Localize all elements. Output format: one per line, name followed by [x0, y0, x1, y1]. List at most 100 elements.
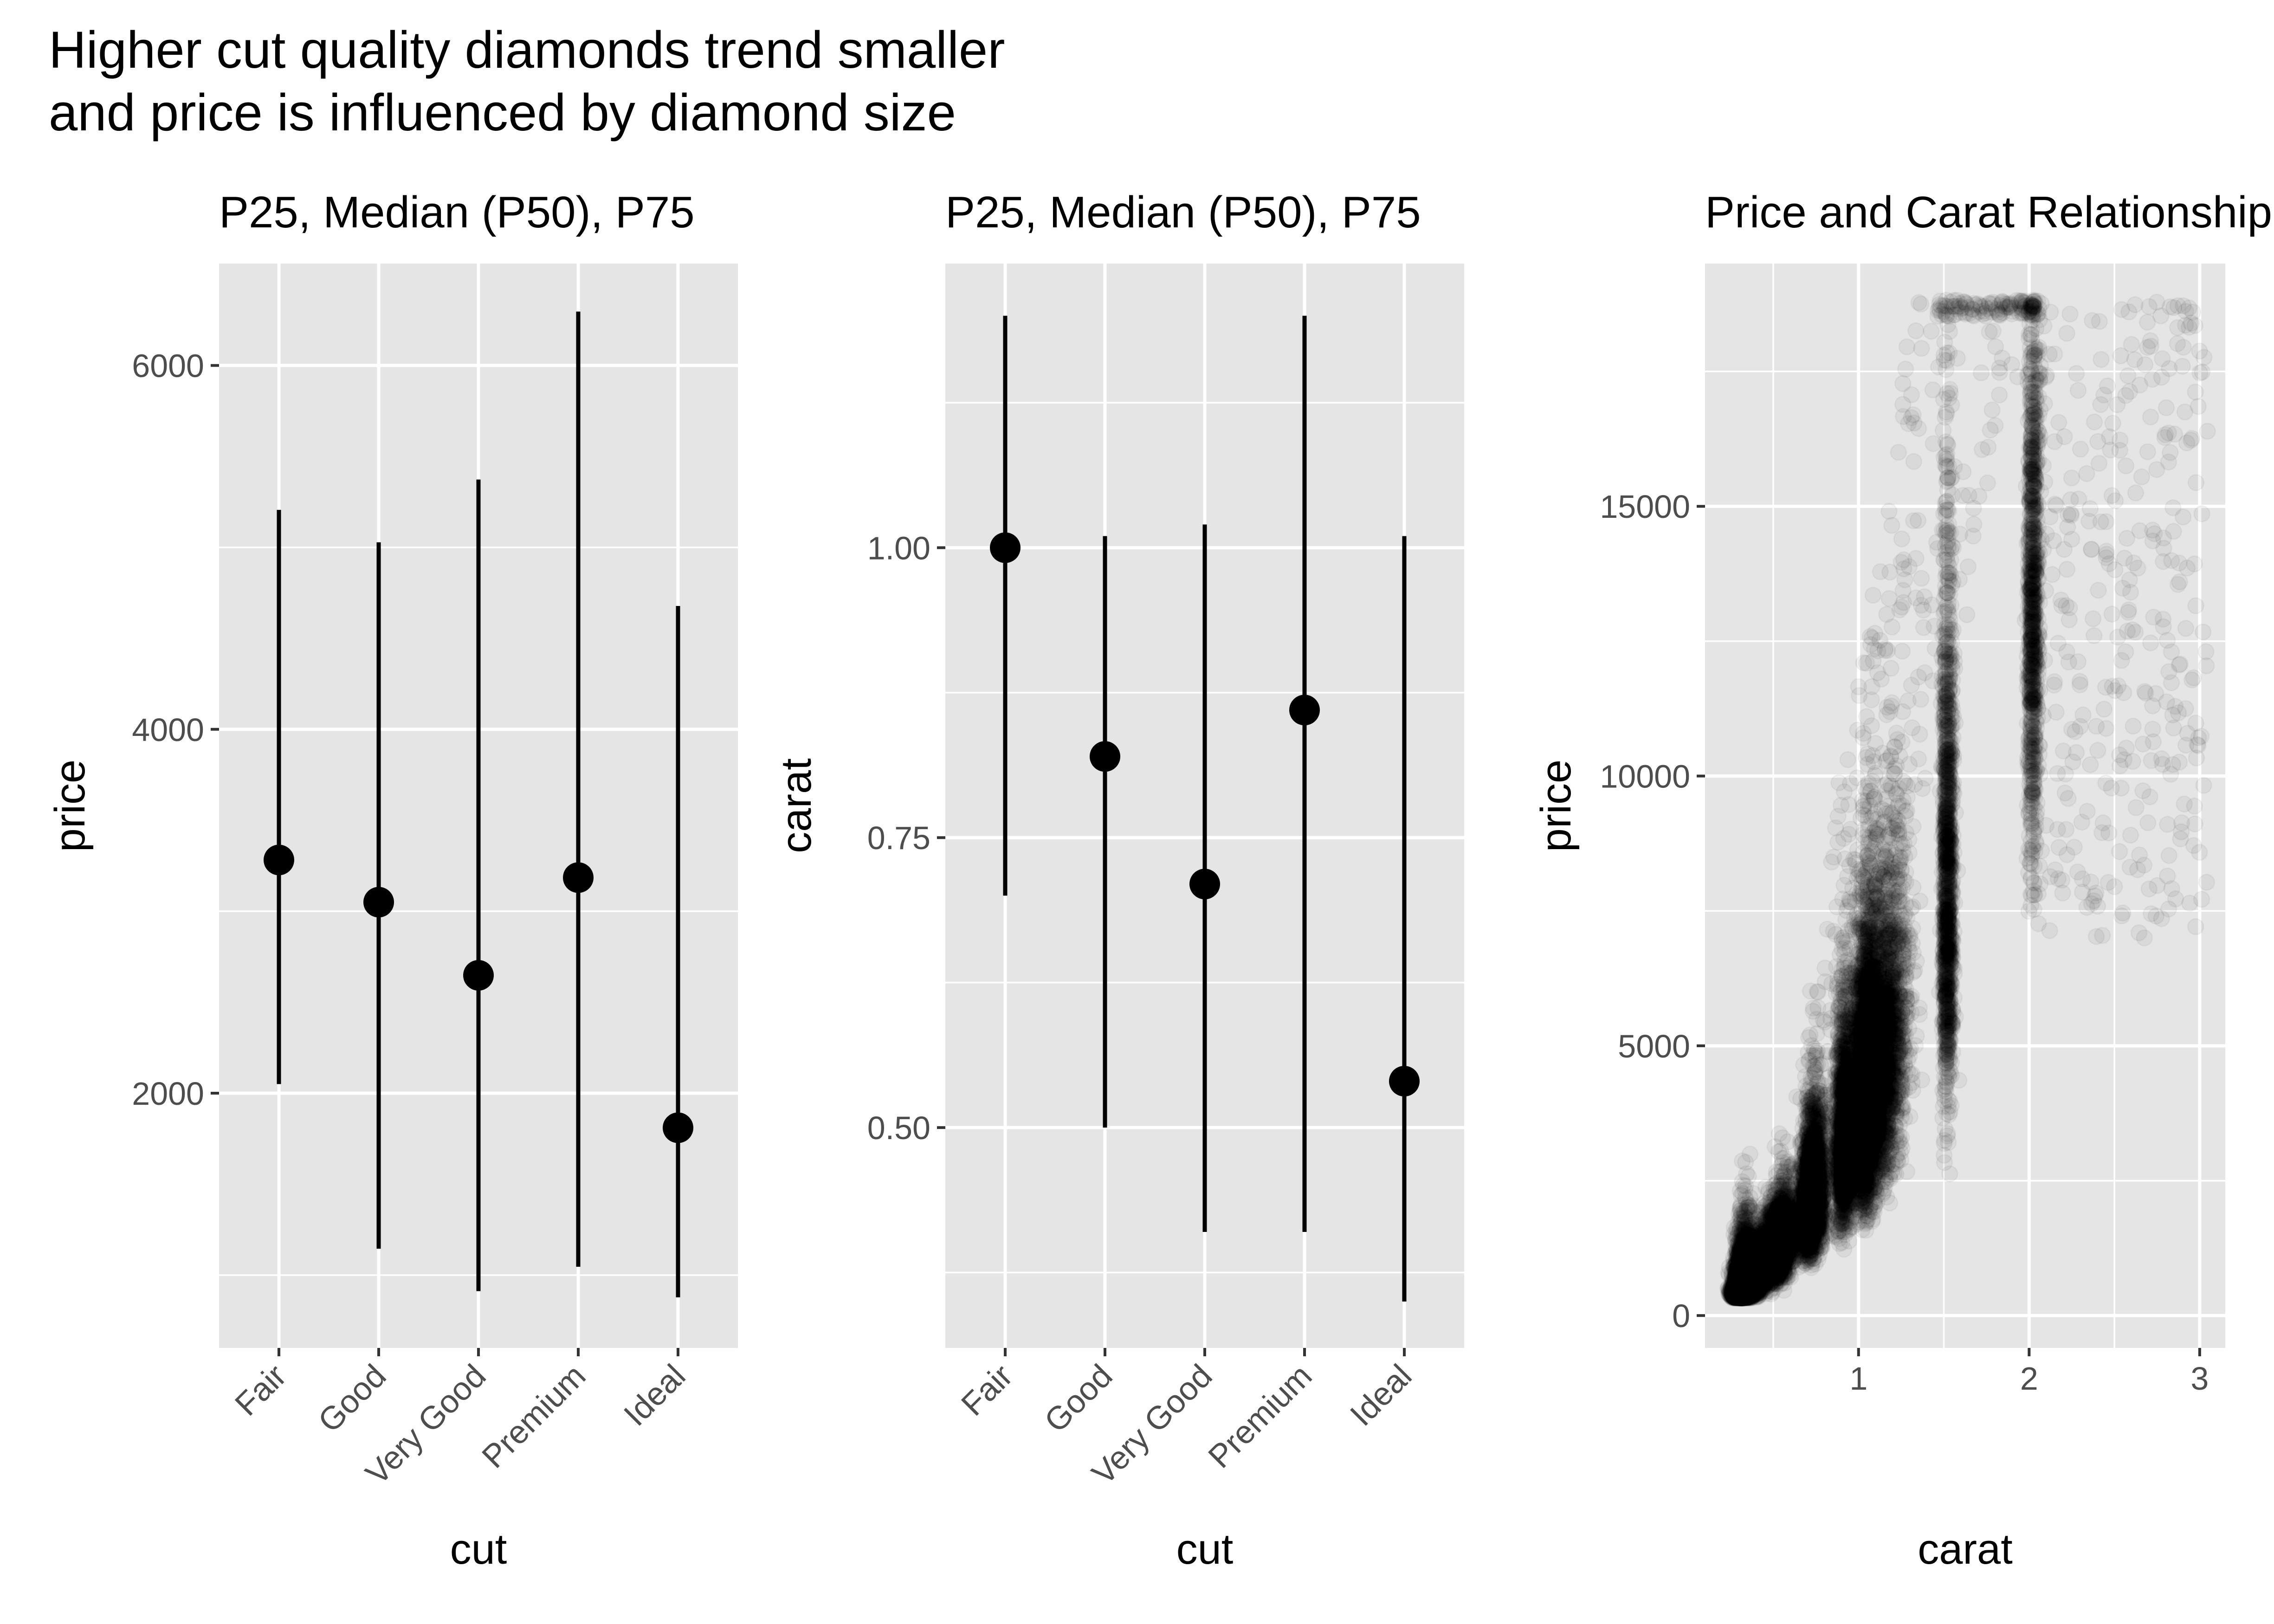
scatter-point: [1734, 1282, 1752, 1300]
scatter-point: [1749, 1240, 1767, 1258]
scatter-point: [1737, 1249, 1754, 1266]
scatter-point: [1739, 1267, 1757, 1285]
y-tick-label: 2000: [132, 1076, 204, 1112]
scatter-point: [1731, 1285, 1748, 1302]
scatter-point: [1744, 1250, 1762, 1268]
scatter-point: [1740, 1273, 1757, 1290]
median-point-premium: [563, 862, 594, 893]
panel-title: Price and Carat Relationship: [1705, 187, 2272, 237]
median-point-fair: [990, 532, 1021, 563]
median-point-ideal: [1389, 1066, 1420, 1097]
scatter-point: [1738, 1286, 1755, 1304]
x-tick-label: Ideal: [1343, 1357, 1418, 1432]
x-tick-label: 3: [2190, 1360, 2209, 1397]
scatter-point: [1737, 1275, 1754, 1293]
median-point-fair: [264, 844, 294, 876]
scatter-point: [1732, 1289, 1750, 1306]
y-tick-label: 0: [1672, 1298, 1690, 1334]
scatter-point: [1734, 1265, 1752, 1283]
scatter-point: [1734, 1286, 1751, 1303]
scatter-point: [1738, 1286, 1756, 1304]
scatter-point: [1736, 1280, 1753, 1297]
scatter-point: [1747, 1276, 1764, 1294]
panel-title: P25, Median (P50), P75: [219, 187, 695, 237]
scatter-point: [1733, 1244, 1751, 1262]
scatter-point: [1731, 1276, 1748, 1294]
scatter-point: [1741, 1284, 1759, 1302]
scatter-point: [1729, 1285, 1746, 1303]
scatter-point: [1741, 1279, 1758, 1296]
y-tick-label: 0.50: [867, 1110, 930, 1146]
scatter-point: [1734, 1241, 1752, 1259]
panel-background: [1705, 264, 2225, 1348]
x-tick-label: Good: [311, 1357, 393, 1439]
scatter-point: [1738, 1284, 1756, 1302]
scatter-point: [1727, 1285, 1745, 1302]
y-tick-label: 10000: [1600, 759, 1690, 795]
scatter-point: [1727, 1274, 1745, 1292]
scatter-point: [1730, 1276, 1747, 1293]
median-point-good: [1090, 741, 1120, 772]
scatter-point: [1731, 1258, 1749, 1276]
scatter-point: [1730, 1268, 1748, 1286]
scatter-point: [1733, 1273, 1751, 1290]
scatter-point: [1728, 1283, 1745, 1301]
x-axis-title: cut: [450, 1526, 507, 1573]
scatter-point: [1736, 1273, 1754, 1291]
main-title: Higher cut quality diamonds trend smalle…: [49, 19, 1005, 144]
scatter-point: [1730, 1266, 1748, 1284]
scatter-point: [1735, 1271, 1753, 1289]
scatter-point: [1731, 1286, 1748, 1303]
y-tick-label: 4000: [132, 712, 204, 748]
scatter-point: [1729, 1272, 1747, 1289]
x-tick-label: Fair: [228, 1357, 293, 1422]
scatter-points: [1719, 291, 2216, 1307]
scatter-point: [1733, 1274, 1751, 1291]
scatter-point: [1733, 1280, 1751, 1298]
scatter-point: [1744, 1263, 1762, 1281]
scatter-point: [1732, 1288, 1750, 1305]
y-tick-label: 6000: [132, 348, 204, 384]
y-axis-title: carat: [773, 758, 820, 853]
y-tick-label: 0.75: [867, 820, 930, 856]
scatter-point: [1737, 1278, 1754, 1296]
y-axis-title: price: [1532, 760, 1580, 852]
main-title-line-1: Higher cut quality diamonds trend smalle…: [49, 19, 1005, 81]
scatter-point: [1738, 1287, 1755, 1305]
scatter-point: [1737, 1279, 1754, 1297]
scatter-point: [1731, 1287, 1748, 1304]
scatter-point: [1738, 1285, 1756, 1303]
scatter-point: [1731, 1284, 1748, 1302]
median-point-very-good: [463, 960, 494, 991]
scatter-point: [1734, 1283, 1752, 1301]
scatter-point: [1733, 1286, 1751, 1304]
scatter-point: [1744, 1264, 1762, 1282]
scatter-point: [1735, 1278, 1752, 1296]
scatter-point: [1730, 1283, 1748, 1301]
main-title-line-2: and price is influenced by diamond size: [49, 81, 1005, 144]
scatter-point: [1736, 1268, 1754, 1286]
scatter-point: [1727, 1268, 1745, 1286]
scatter-point: [1728, 1285, 1745, 1303]
scatter-point: [1728, 1275, 1746, 1293]
scatter-point: [1740, 1281, 1758, 1299]
y-tick-label: 1.00: [867, 530, 930, 566]
scatter-point: [1734, 1270, 1751, 1288]
scatter-point: [1725, 1279, 1742, 1297]
scatter-point: [1733, 1278, 1751, 1296]
scatter-point: [1729, 1268, 1747, 1286]
scatter-point: [1734, 1273, 1751, 1290]
scatter-point: [1738, 1261, 1756, 1278]
scatter-point: [1727, 1271, 1745, 1289]
scatter-point: [1736, 1259, 1754, 1276]
scatter-point: [1738, 1275, 1756, 1292]
scatter-point: [1735, 1177, 1752, 1194]
x-tick-label: 1: [1849, 1360, 1867, 1397]
scatter-point: [1728, 1280, 1745, 1298]
scatter-point: [1732, 1283, 1750, 1301]
y-tick-label: 15000: [1600, 489, 1690, 525]
median-point-very-good: [1189, 869, 1220, 900]
